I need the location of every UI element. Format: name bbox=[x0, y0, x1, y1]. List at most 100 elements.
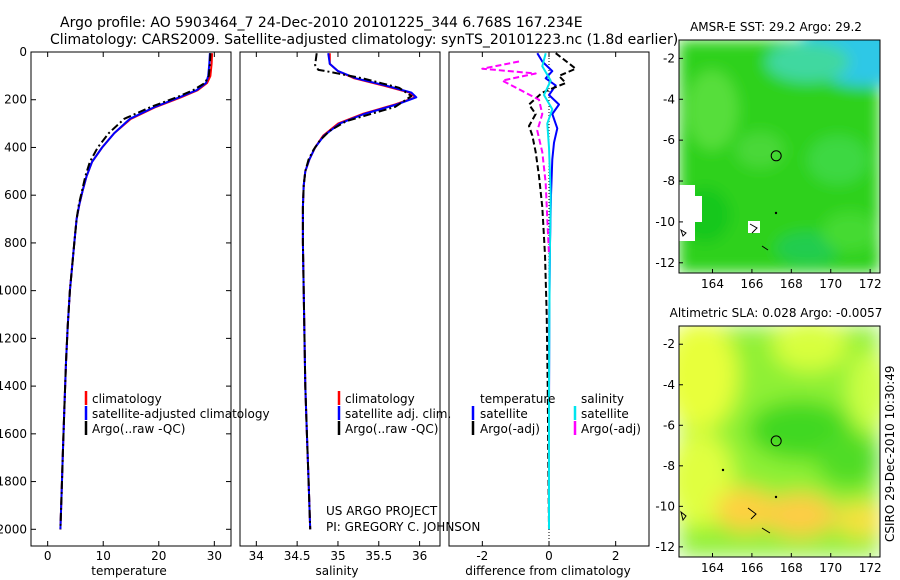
temperature-plot-frame bbox=[30, 51, 232, 547]
difference-plot-frame bbox=[448, 51, 650, 547]
legend-label-argo: Argo(..raw -QC) bbox=[345, 422, 438, 436]
y-tick-label: 0 bbox=[19, 45, 27, 59]
temperature-x-label: temperature bbox=[91, 564, 166, 578]
legend-label-temp-satellite: satellite bbox=[480, 407, 528, 421]
legend-label-temp-argo: Argo(-adj) bbox=[480, 422, 540, 436]
y-tick-label: 1400 bbox=[0, 379, 27, 393]
legend-label-sal-argo: Argo(-adj) bbox=[581, 422, 641, 436]
sst-argo-marker bbox=[770, 150, 782, 162]
x-tick-label: 36 bbox=[412, 549, 427, 563]
map-x-tick-label: 166 bbox=[740, 277, 763, 291]
legend-label-satellite: satellite adj. clim. bbox=[345, 407, 451, 421]
y-tick-label: 1200 bbox=[0, 331, 27, 345]
map-y-tick-label: -8 bbox=[663, 459, 675, 473]
sst-map-frame bbox=[678, 39, 881, 274]
series-line-climatology bbox=[59, 53, 214, 530]
x-tick-label: 10 bbox=[96, 549, 111, 563]
sla-map-ticks: 164 166 168 170 172 -2 -4 -6 -8 -10 -12 bbox=[655, 337, 881, 575]
salinity-x-label: salinity bbox=[315, 564, 358, 578]
salinity-series bbox=[301, 53, 418, 530]
legend-label-climatology: climatology bbox=[92, 392, 162, 406]
map-x-tick-label: 170 bbox=[819, 561, 842, 575]
x-tick-label: 35.5 bbox=[365, 549, 392, 563]
x-tick-label: 34 bbox=[249, 549, 264, 563]
map-y-tick-label: -4 bbox=[663, 92, 675, 106]
series-line-argo-raw-qc bbox=[59, 53, 212, 530]
legend-label-satellite: satellite-adjusted climatology bbox=[92, 407, 270, 421]
sla-map-title: Altimetric SLA: 0.028 Argo: -0.0057 bbox=[670, 306, 883, 320]
series-line-argo-raw-qc bbox=[301, 53, 413, 530]
y-tick-label: 2000 bbox=[0, 522, 27, 536]
temperature-axes: 0 10 20 30 0 200 400 600 800 1000 1200 1400 1600 1800… bbox=[0, 45, 231, 563]
legend-header-temperature: temperature bbox=[480, 392, 555, 406]
series-line-salinity-argo-adj bbox=[481, 60, 550, 255]
x-tick-label: 0 bbox=[44, 549, 52, 563]
map-x-tick-label: 166 bbox=[740, 561, 763, 575]
difference-x-label: difference from climatology bbox=[465, 564, 631, 578]
salinity-axes: 34 34.5 35 35.5 36 bbox=[249, 52, 427, 563]
x-tick-label: 0 bbox=[545, 549, 553, 563]
series-line-satellite-adjusted-climatology bbox=[59, 53, 211, 530]
map-y-tick-label: -12 bbox=[655, 540, 675, 554]
sst-map-field bbox=[679, 40, 880, 273]
map-x-tick-label: 170 bbox=[819, 277, 842, 291]
map-y-tick-label: -2 bbox=[663, 51, 675, 65]
y-tick-label: 1000 bbox=[0, 284, 27, 298]
sst-map-panel: AMSR-E SST: 29.2 Argo: 29.2 164 166 168 bbox=[655, 20, 881, 291]
difference-panel: -2 0 2 temperature satellite Argo(-adj) sa… bbox=[448, 51, 650, 578]
map-y-tick-label: -6 bbox=[663, 418, 675, 432]
temperature-panel: 0 10 20 30 0 200 400 600 800 1000 1200 1400 1600 1800… bbox=[0, 45, 270, 578]
x-tick-label: 34.5 bbox=[284, 549, 311, 563]
y-tick-label: 200 bbox=[4, 93, 27, 107]
figure-title-line2: Climatology: CARS2009. Satellite-adjuste… bbox=[50, 32, 678, 48]
salinity-legend: climatology satellite adj. clim. Argo(..… bbox=[337, 391, 451, 436]
figure-title-line1: Argo profile: AO 5903464_7 24-Dec-2010 2… bbox=[60, 15, 583, 31]
map-y-tick-label: -10 bbox=[655, 499, 675, 513]
map-x-tick-label: 164 bbox=[701, 561, 724, 575]
map-y-tick-label: -2 bbox=[663, 337, 675, 351]
salinity-panel: 34 34.5 35 35.5 36 climatology satellite adj… bbox=[239, 51, 480, 578]
map-x-tick-label: 164 bbox=[701, 277, 724, 291]
map-x-tick-label: 172 bbox=[859, 561, 882, 575]
legend-label-climatology: climatology bbox=[345, 392, 415, 406]
map-y-tick-label: -10 bbox=[655, 215, 675, 229]
y-tick-label: 1600 bbox=[0, 427, 27, 441]
side-timestamp: CSIRO 29-Dec-2010 10:30:49 bbox=[883, 365, 897, 542]
map-y-tick-label: -8 bbox=[663, 174, 675, 188]
sst-map-ticks: 164 166 168 170 172 -2 -4 -6 -8 -10 -12 bbox=[655, 51, 881, 291]
x-tick-label: 30 bbox=[207, 549, 222, 563]
map-y-tick-label: -6 bbox=[663, 133, 675, 147]
sla-map-frame bbox=[678, 325, 881, 558]
footer-pi: PI: GREGORY C. JOHNSON bbox=[326, 520, 480, 534]
map-x-tick-label: 172 bbox=[859, 277, 882, 291]
legend-header-salinity: salinity bbox=[581, 392, 624, 406]
sla-argo-marker bbox=[770, 435, 782, 447]
salinity-plot-frame bbox=[239, 51, 441, 547]
temperature-legend: climatology satellite-adjusted climatolo… bbox=[84, 391, 270, 436]
x-tick-label: 2 bbox=[612, 549, 620, 563]
x-tick-label: -2 bbox=[476, 549, 488, 563]
sla-map-field bbox=[679, 326, 880, 557]
y-tick-label: 800 bbox=[4, 236, 27, 250]
y-tick-label: 400 bbox=[4, 140, 27, 154]
map-y-tick-label: -4 bbox=[663, 378, 675, 392]
legend-label-sal-satellite: satellite bbox=[581, 407, 629, 421]
map-x-tick-label: 168 bbox=[780, 561, 803, 575]
sst-map-title: AMSR-E SST: 29.2 Argo: 29.2 bbox=[690, 20, 862, 34]
y-tick-label: 600 bbox=[4, 188, 27, 202]
x-tick-label: 20 bbox=[151, 549, 166, 563]
difference-series bbox=[481, 52, 577, 530]
map-x-tick-label: 168 bbox=[780, 277, 803, 291]
y-tick-label: 1800 bbox=[0, 475, 27, 489]
footer-project: US ARGO PROJECT bbox=[326, 504, 438, 518]
temperature-series bbox=[59, 53, 214, 530]
series-line-climatology bbox=[301, 53, 417, 530]
series-line-salinity-satellite bbox=[541, 52, 554, 530]
sla-map-panel: Altimetric SLA: 0.028 Argo: -0.0057 164 1… bbox=[655, 306, 883, 575]
legend-label-argo: Argo(..raw -QC) bbox=[92, 422, 185, 436]
series-line-satellite-adj-clim bbox=[301, 53, 418, 530]
x-tick-label: 35 bbox=[330, 549, 345, 563]
series-line-temperature-argo-adj bbox=[528, 52, 577, 530]
map-y-tick-label: -12 bbox=[655, 256, 675, 270]
